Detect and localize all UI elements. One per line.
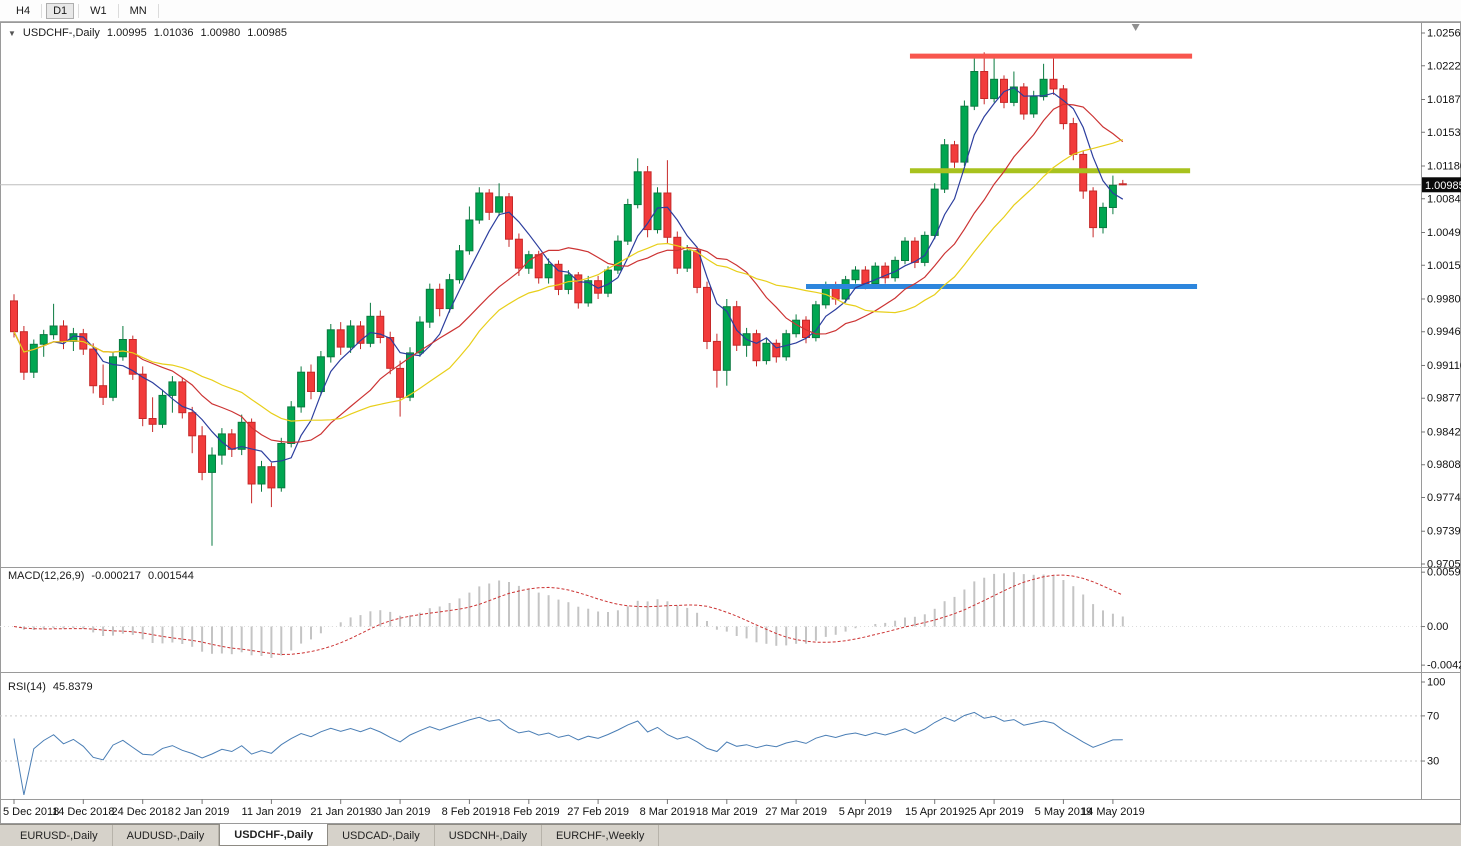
time-axis-label: 8 Mar 2019	[640, 806, 696, 818]
rsi-label: RSI(14) 45.8379	[8, 681, 93, 693]
chart-tab-usdchf-daily[interactable]: USDCHF-,Daily	[219, 824, 329, 846]
timeframe-button-h4[interactable]: H4	[16, 4, 31, 17]
macd-axis-label: -0.00424	[1427, 660, 1461, 672]
macd-signal-value: 0.001544	[147, 570, 194, 582]
symbol-title: USDCHF-,Daily	[22, 27, 100, 39]
time-axis-label: 24 Dec 2018	[112, 806, 174, 818]
price-axis-label: 1.01530	[1427, 127, 1461, 139]
timeframe-toolbar: H4 D1 W1 MN	[0, 0, 1461, 22]
rsi-axis-label: 30	[1427, 756, 1439, 768]
moving-average-13	[13, 103, 1124, 444]
low-value: 1.00980	[200, 27, 241, 39]
time-axis-label: 18 Feb 2019	[498, 806, 560, 818]
chart-tab-eurusd-daily[interactable]: EURUSD-,Daily	[6, 825, 113, 846]
rsi-axis-label: 70	[1427, 710, 1439, 722]
toolbar-separator	[157, 3, 159, 18]
last-price-badge	[1422, 177, 1461, 193]
time-axis-label: 14 Dec 2018	[52, 806, 114, 818]
time-axis-label: 30 Jan 2019	[370, 806, 431, 818]
time-axis-label: 15 Apr 2019	[905, 806, 964, 818]
rsi-pane	[0, 711, 1421, 796]
chart-svg[interactable]: 1.02560 1.02220 1.01870 1.01530 1.01180 1.008…	[0, 22, 1461, 824]
macd-axis-label: 0.00597	[1427, 567, 1461, 579]
last-price-badge-text: 1.00985	[1425, 180, 1461, 192]
time-axis-label: 11 Jan 2019	[242, 806, 302, 818]
time-axis-label: 14 May 2019	[1081, 806, 1145, 818]
time-axis-label: 5 Dec 2018	[3, 806, 59, 818]
rsi-line	[13, 711, 1123, 796]
price-axis-label: 1.01870	[1427, 94, 1461, 106]
time-axis-label: 25 Apr 2019	[964, 806, 1023, 818]
rsi-value: 45.8379	[52, 681, 93, 693]
moving-average-5	[13, 87, 1124, 463]
macd-label: MACD(12,26,9) -0.000217 0.001544	[8, 570, 194, 582]
chart-tab-usdcad-daily[interactable]: USDCAD-,Daily	[328, 825, 435, 846]
price-axis-label: 1.01180	[1427, 160, 1461, 172]
close-value: 1.00985	[247, 27, 287, 39]
macd-value: -0.000217	[91, 570, 141, 582]
ohlc-info: ▼ USDCHF-,Daily 1.00995 1.01036 1.00980 …	[8, 27, 287, 39]
collapse-arrow-icon[interactable]: ▼	[8, 28, 16, 38]
price-axis-label: 1.00490	[1427, 227, 1461, 239]
time-axis-label: 27 Feb 2019	[567, 806, 629, 818]
time-axis-label: 21 Jan 2019	[310, 806, 371, 818]
rsi-name: RSI(14)	[8, 681, 46, 693]
macd-axis-label: 0.00	[1427, 621, 1448, 633]
chart-tab-bar: EURUSD-,Daily AUDUSD-,Daily USDCHF-,Daily U…	[0, 824, 1461, 846]
timeframe-button-mn[interactable]: MN	[129, 4, 147, 17]
rsi-axis-label: 100	[1427, 677, 1445, 689]
time-axis-label: 8 Feb 2019	[442, 806, 498, 818]
macd-signal-line	[13, 574, 1124, 656]
time-axis-label: 27 Mar 2019	[765, 806, 827, 818]
open-value: 1.00995	[106, 27, 147, 39]
toolbar-separator	[78, 3, 80, 18]
chart-borders	[0, 22, 1461, 824]
timeframe-button-w1[interactable]: W1	[90, 4, 107, 17]
macd-name: MACD(12,26,9)	[8, 570, 85, 582]
candles-layer	[10, 52, 1127, 546]
toolbar-separator	[41, 3, 43, 18]
macd-pane	[0, 572, 1421, 658]
price-axis-label: 1.02220	[1427, 60, 1461, 72]
chart-shift-marker[interactable]	[1131, 24, 1140, 31]
chart-tab-audusd-daily[interactable]: AUDUSD-,Daily	[113, 825, 220, 846]
chart-container[interactable]: 1.02560 1.02220 1.01870 1.01530 1.01180 1.008…	[0, 22, 1461, 824]
timeframe-button-d1[interactable]: D1	[46, 2, 75, 19]
time-axis-label: 18 Mar 2019	[696, 806, 758, 818]
price-axis-label: 1.02560	[1427, 28, 1461, 40]
moving-average-21	[13, 138, 1124, 422]
chart-tab-eurchf-weekly[interactable]: EURCHF-,Weekly	[542, 825, 660, 846]
time-axis-label: 5 May 2019	[1035, 806, 1092, 818]
time-axis-label: 2 Jan 2019	[175, 806, 229, 818]
toolbar-separator	[117, 3, 119, 18]
price-axis[interactable]: 1.02560 1.02220 1.01870 1.01530 1.01180 1.008…	[1421, 28, 1461, 768]
chart-tab-usdcnh-daily[interactable]: USDCNH-,Daily	[435, 825, 542, 846]
price-axis-label: 1.00840	[1427, 193, 1461, 205]
high-value: 1.01036	[153, 27, 194, 39]
time-axis-label: 5 Apr 2019	[839, 806, 892, 818]
